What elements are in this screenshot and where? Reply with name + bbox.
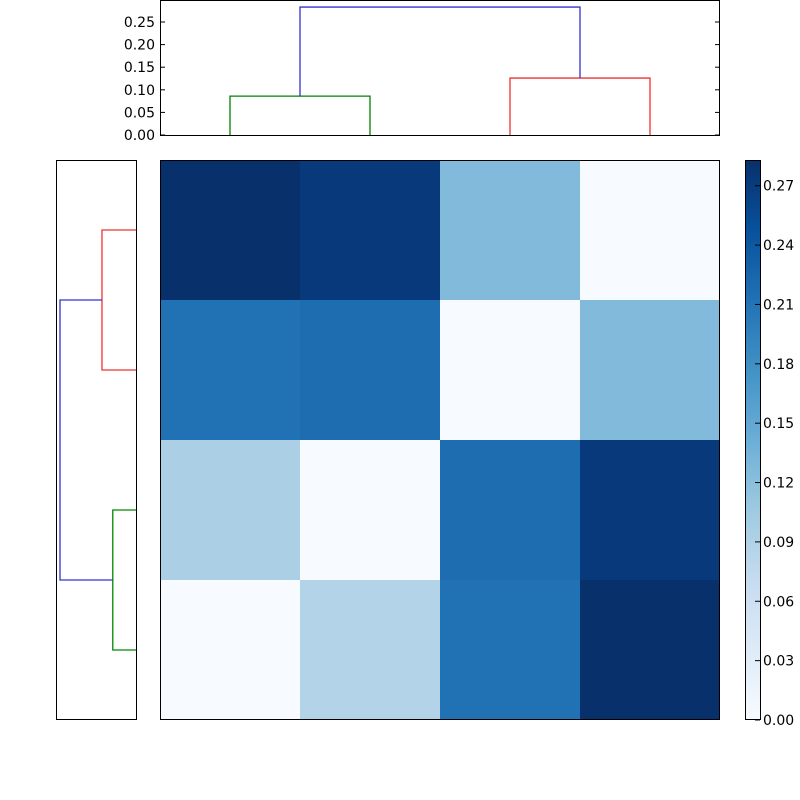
heatmap-cell (300, 440, 440, 580)
heatmap-cell (440, 580, 580, 720)
colorbar-tick-label: 0.09 (763, 535, 794, 551)
heatmap-cell (160, 160, 300, 300)
colorbar-tick-label: 0.15 (763, 416, 794, 432)
colorbar-tick-label: 0.24 (763, 238, 794, 254)
heatmap-cells (160, 160, 720, 720)
heatmap (160, 160, 720, 720)
colorbar-tick-label: 0.21 (763, 297, 794, 313)
left-dendrogram (57, 161, 137, 720)
top-ytick-label: 0.10 (124, 83, 155, 99)
heatmap-cell (580, 440, 720, 580)
heatmap-cell (580, 160, 720, 300)
top-ytick-label: 0.00 (124, 128, 155, 144)
heatmap-cell (580, 300, 720, 440)
top-dendrogram: 0.00 0.05 0.10 0.15 0.20 0.25 (124, 1, 720, 145)
heatmap-cell (160, 300, 300, 440)
heatmap-cell (300, 160, 440, 300)
colorbar-tick-label: 0.12 (763, 476, 794, 492)
heatmap-cell (160, 580, 300, 720)
colorbar-tick-label: 0.27 (763, 179, 794, 195)
colorbar-tick-label: 0.06 (763, 594, 794, 610)
figure: 0.000.050.100.150.200.25 0.000.030.060.0… (0, 0, 800, 800)
heatmap-cell (440, 440, 580, 580)
colorbar-tick-label: 0.00 (763, 713, 794, 729)
heatmap-cell (160, 440, 300, 580)
heatmap-cell (300, 300, 440, 440)
top-ytick-label: 0.25 (124, 15, 155, 31)
heatmap-cell (300, 580, 440, 720)
colorbar-tick-label: 0.03 (763, 654, 794, 670)
top-ytick-label: 0.05 (124, 105, 155, 121)
heatmap-cell (580, 580, 720, 720)
colorbar: 0.00 0.03 0.06 0.09 0.12 0.15 0.18 0.21 0.24 0.27 (745, 160, 794, 729)
colorbar-tick-label: 0.18 (763, 357, 794, 373)
top-ytick-label: 0.20 (124, 38, 155, 54)
heatmap-cell (440, 300, 580, 440)
top-ytick-label: 0.15 (124, 60, 155, 76)
heatmap-cell (440, 160, 580, 300)
